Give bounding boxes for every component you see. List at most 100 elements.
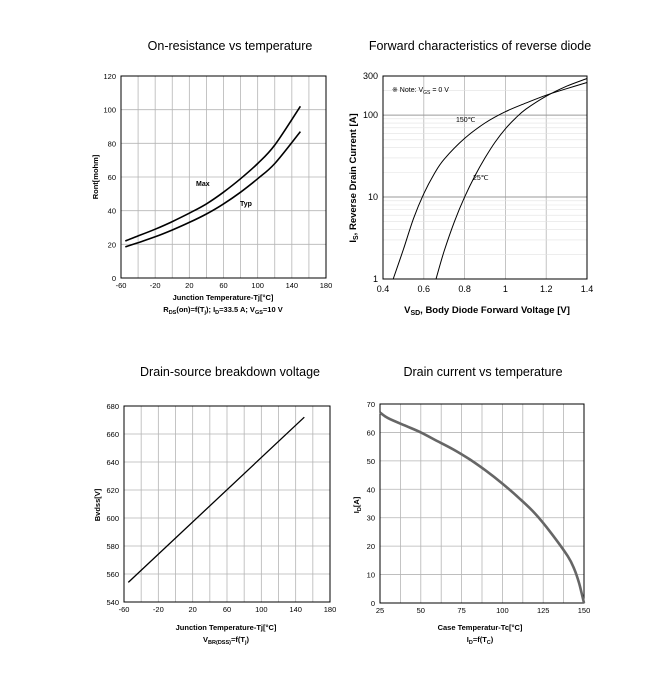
chart3-y-tick-labels: 540 560 580 600 620 640 660 680 (106, 402, 119, 607)
chart1-xtick: 180 (320, 281, 333, 290)
chart1-y-tick-labels: 0 20 40 60 80 100 120 (103, 72, 116, 283)
chart1-gridlines (121, 76, 326, 278)
chart3-xtick: -60 (119, 605, 130, 614)
chart2-title: Forward characteristics of reverse diode (369, 39, 591, 53)
chart3-x-tick-labels: -60 -20 20 60 100 140 180 (119, 605, 337, 614)
chart1-series-max (124, 105, 302, 242)
chart3-ytick: 620 (106, 486, 119, 495)
chart4-y-tick-labels: 0 10 20 30 40 50 60 70 (367, 400, 375, 608)
chart1-ytick: 40 (108, 207, 116, 216)
chart2-y-tick-labels: 1 10 100 300 (363, 71, 378, 284)
chart2-series-25c (435, 78, 588, 280)
chart4-ytick: 50 (367, 457, 375, 466)
chart4-ytick: 10 (367, 571, 375, 580)
chart1-x-tick-labels: -60 -20 20 60 100 140 180 (116, 281, 333, 290)
chart3-ytick: 600 (106, 514, 119, 523)
chart1-ytick: 20 (108, 240, 116, 249)
chart4-ytick: 0 (371, 599, 375, 608)
chart4-x-axis-label: Case Temperatur-Tc[°C] (438, 623, 523, 632)
chart1-xtick: 100 (251, 281, 264, 290)
chart1-ytick: 80 (108, 139, 116, 148)
chart3-ytick: 560 (106, 570, 119, 579)
chart4-title: Drain current vs temperature (403, 365, 562, 379)
chart1-ytick: 60 (108, 173, 116, 182)
chart3-caption: VBR(DSS)=f(Tj) (203, 635, 249, 646)
chart2-note: ※ Note: VGS = 0 V (392, 87, 449, 96)
chart3-ytick: 660 (106, 430, 119, 439)
chart2-x-tick-labels: 0.4 0.6 0.8 1 1.2 1.4 (377, 284, 594, 294)
chart4-caption: ID=f(TC) (467, 635, 494, 646)
chart4-xtick: 125 (537, 606, 550, 615)
chart4-y-axis-label: ID[A] (352, 496, 363, 513)
chart-breakdown-voltage: Drain-source breakdown voltage -60 -20 2… (93, 365, 336, 646)
chart1-plot-frame (120, 75, 327, 279)
chart3-title: Drain-source breakdown voltage (140, 365, 320, 379)
chart2-xtick: 0.8 (458, 284, 471, 294)
chart2-x-axis-label: VSD, Body Diode Forward Voltage [V] (404, 305, 570, 317)
chart1-ytick: 100 (103, 106, 116, 115)
chart1-ytick: 120 (103, 72, 116, 81)
chart1-xtick: 140 (286, 281, 299, 290)
chart4-series-id (379, 411, 586, 604)
chart3-xtick: 60 (223, 605, 231, 614)
chart1-title: On-resistance vs temperature (148, 39, 313, 53)
chart1-y-axis-label: Ront[mohm] (91, 154, 100, 199)
chart1-label-typ: Typ (240, 201, 252, 208)
chart4-plot-frame (379, 403, 585, 604)
chart2-ytick: 100 (363, 110, 378, 120)
chart1-ytick: 0 (112, 274, 116, 283)
chart3-gridlines (124, 406, 330, 602)
chart2-xtick: 0.4 (377, 284, 390, 294)
chart3-xtick: 100 (255, 605, 268, 614)
chart4-ytick: 30 (367, 514, 375, 523)
chart2-ytick: 300 (363, 71, 378, 81)
chart4-ytick: 40 (367, 485, 375, 494)
chart4-xtick: 150 (578, 606, 591, 615)
chart3-y-axis-label: Bvdss[V] (93, 488, 102, 521)
chart4-ytick: 20 (367, 542, 375, 551)
chart3-xtick: -20 (153, 605, 164, 614)
chart4-xtick: 100 (496, 606, 509, 615)
chart3-ytick: 540 (106, 598, 119, 607)
chart4-x-tick-labels: 25 50 75 100 125 150 (376, 606, 590, 615)
chart1-xtick: -60 (116, 281, 127, 290)
chart2-series-150c (392, 82, 588, 280)
chart3-plot-frame (123, 405, 331, 603)
chart3-xtick: 180 (324, 605, 337, 614)
chart3-ytick: 640 (106, 458, 119, 467)
chart2-ytick: 10 (368, 192, 378, 202)
chart3-xtick: 140 (289, 605, 302, 614)
chart2-xtick: 1.4 (581, 284, 594, 294)
chart3-x-axis-label: Junction Temperature-Tj[°C] (176, 623, 277, 632)
chart4-xtick: 25 (376, 606, 384, 615)
chart1-xtick: 20 (185, 281, 193, 290)
chart3-series-bvdss (127, 416, 305, 583)
chart2-gridlines (383, 76, 587, 279)
chart2-xtick: 1.2 (540, 284, 553, 294)
chart4-ytick: 60 (367, 428, 375, 437)
chart1-xtick: 60 (219, 281, 227, 290)
chart2-plot-frame (382, 75, 588, 280)
chart4-xtick: 50 (417, 606, 425, 615)
chart1-caption: RDS(on)=f(Tj); ID=33.5 A; VGS=10 V (163, 305, 282, 316)
chart4-gridlines (380, 404, 584, 603)
chart4-xtick: 75 (457, 606, 465, 615)
chart2-label-25c: 25℃ (473, 175, 489, 182)
chart1-label-max: Max (196, 181, 210, 188)
chart1-x-axis-label: Junction Temperature-Tj[°C] (173, 293, 274, 302)
chart2-xtick: 1 (503, 284, 508, 294)
chart-forward-characteristics: Forward characteristics of reverse diode… (348, 39, 593, 317)
chart4-ytick: 70 (367, 400, 375, 409)
chart-on-resistance: On-resistance vs temperature -60 -20 20 … (91, 39, 332, 316)
chart-drain-current: Drain current vs temperature 25 50 75 10… (352, 365, 590, 646)
chart3-ytick: 580 (106, 542, 119, 551)
chart3-ytick: 680 (106, 402, 119, 411)
chart1-xtick: -20 (150, 281, 161, 290)
chart2-ytick: 1 (373, 274, 378, 284)
chart1-series-typ (125, 131, 302, 248)
chart2-xtick: 0.6 (418, 284, 431, 294)
chart2-y-axis-label: IS, Reverse Drain Current [A] (348, 113, 360, 242)
chart3-xtick: 20 (188, 605, 196, 614)
chart2-label-150c: 150℃ (456, 117, 476, 124)
